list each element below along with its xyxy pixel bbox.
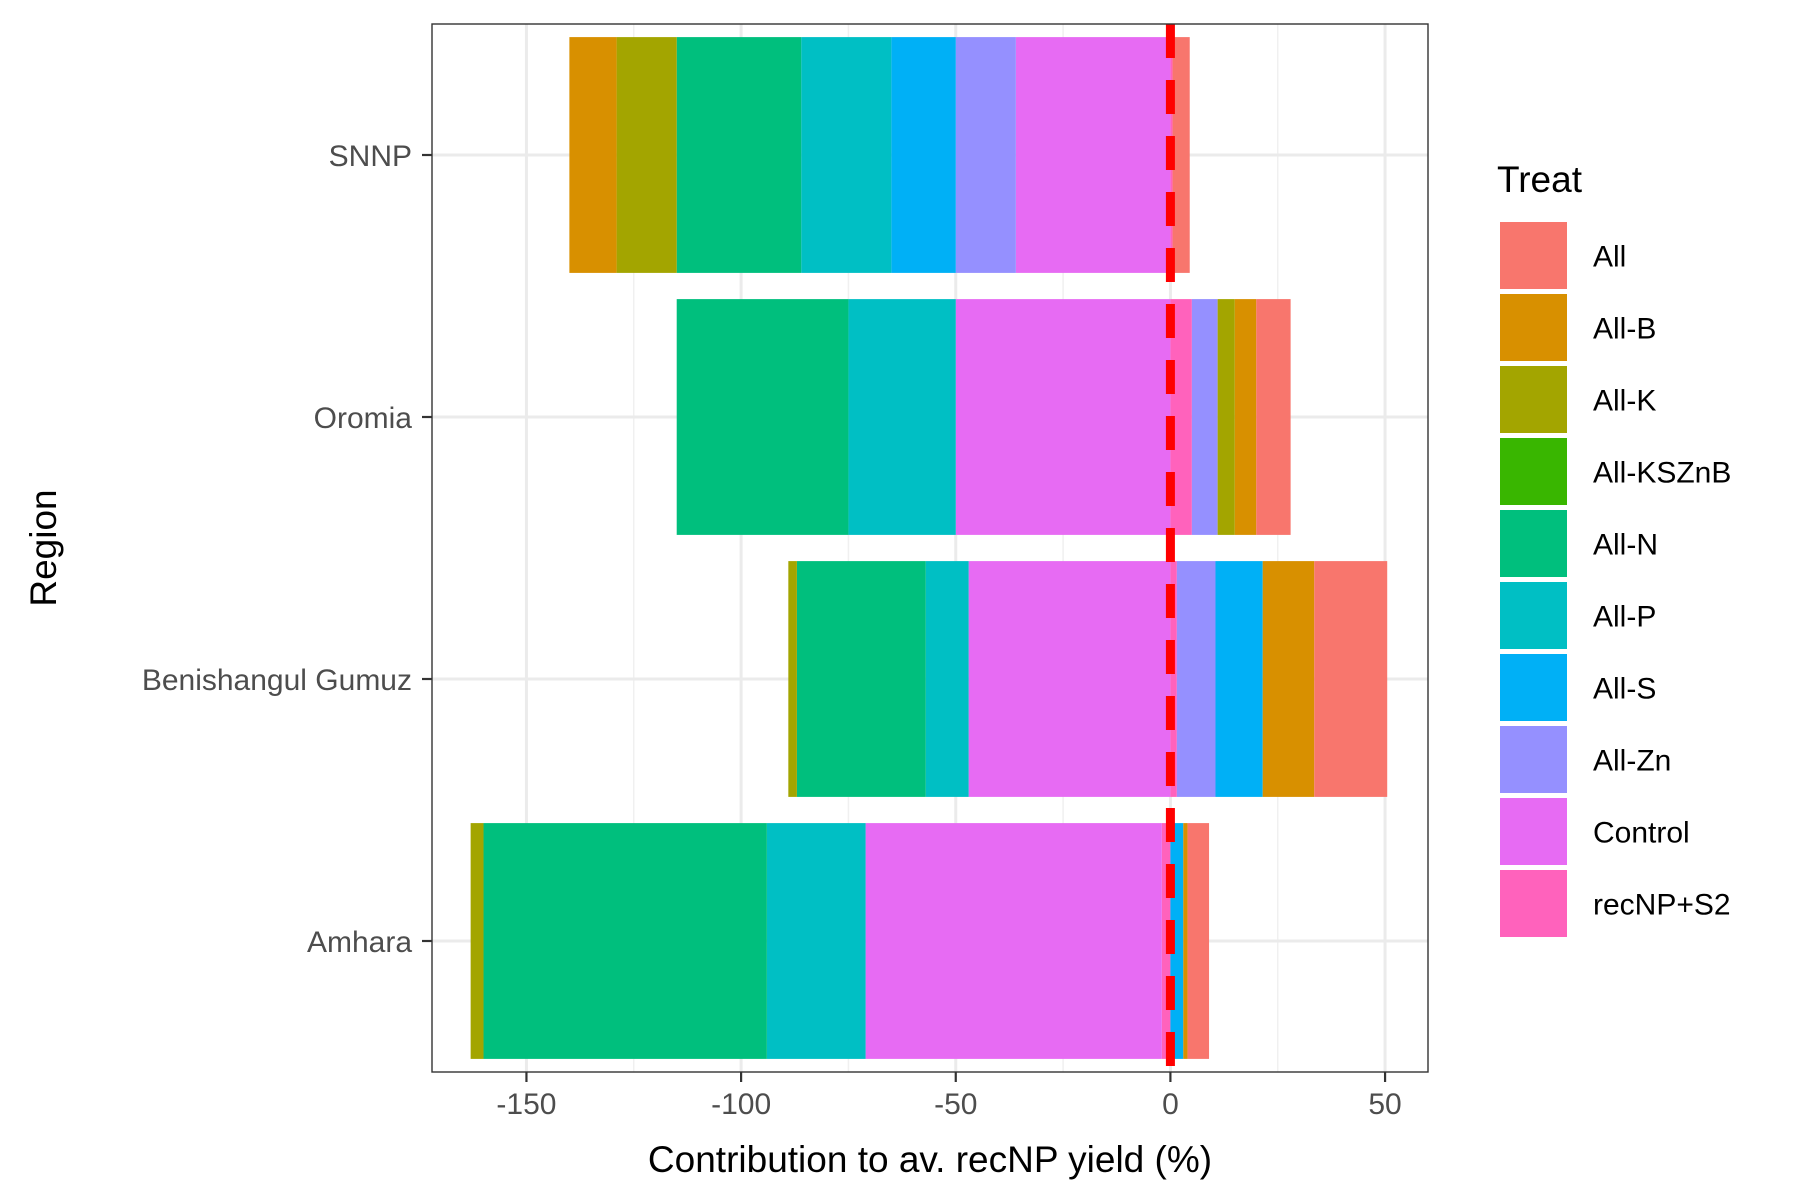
bar-All-B-Benishangul Gumuz — [1262, 561, 1315, 797]
bar-recNP+S2-Benishangul Gumuz — [1170, 561, 1177, 797]
y-axis-title: Region — [23, 489, 64, 606]
bar-Control-Oromia — [955, 299, 1171, 535]
bar-Control-Benishangul Gumuz — [968, 561, 1171, 797]
bar-All-K-Amhara — [470, 823, 484, 1059]
legend-label: All — [1593, 241, 1626, 274]
y-tick-label: SNNP — [329, 140, 412, 173]
legend-key-All-P — [1500, 582, 1567, 649]
bar-All-P-Oromia — [848, 299, 956, 535]
legend-key-All — [1500, 222, 1567, 289]
legend-label: recNP+S2 — [1593, 889, 1731, 922]
legend-label: All-K — [1593, 385, 1656, 418]
x-tick-label: -150 — [496, 1088, 556, 1121]
bar-All-N-Oromia — [676, 299, 849, 535]
legend-label: All-N — [1593, 529, 1658, 562]
bar-All-K-Oromia — [1217, 299, 1235, 535]
plot-panel-border — [431, 23, 1429, 1073]
y-tick-label: Benishangul Gumuz — [142, 664, 412, 697]
stacked-bars — [470, 37, 1388, 1059]
legend-key-All-S — [1500, 654, 1567, 721]
bar-recNP+S2-Oromia — [1170, 299, 1192, 535]
bar-All-P-Benishangul Gumuz — [925, 561, 969, 797]
x-tick-label: -100 — [711, 1088, 771, 1121]
bar-All-SNNP — [1172, 37, 1190, 273]
x-tick-label: 50 — [1368, 1088, 1401, 1121]
bar-All-N-Amhara — [483, 823, 767, 1059]
x-tick-label: 0 — [1162, 1088, 1179, 1121]
y-tick-label: Amhara — [307, 926, 412, 959]
x-tick-label: -50 — [934, 1088, 977, 1121]
bar-All-B-Amhara — [1183, 823, 1188, 1059]
bar-All-B-SNNP — [569, 37, 617, 273]
legend: Treat All All-B All-K All-KSZnB All-N All-P Al… — [1497, 159, 1731, 937]
x-axis-title: Contribution to av. recNP yield (%) — [648, 1139, 1212, 1180]
legend-key-All-N — [1500, 510, 1567, 577]
bar-All-Zn-Oromia — [1191, 299, 1218, 535]
legend-label: All-P — [1593, 601, 1656, 634]
bar-All-Amhara — [1187, 823, 1210, 1059]
legend-key-Control — [1500, 798, 1567, 865]
legend-key-All-Zn — [1500, 726, 1567, 793]
legend-label: Control — [1593, 817, 1690, 850]
bar-All-Benishangul Gumuz — [1314, 561, 1388, 797]
bar-All-S-SNNP — [891, 37, 956, 273]
legend-label: All-Zn — [1593, 745, 1671, 778]
legend-key-recNP+S2 — [1500, 870, 1567, 937]
bar-All-S-Benishangul Gumuz — [1215, 561, 1263, 797]
bar-All-K-Benishangul Gumuz — [788, 561, 797, 797]
x-axis: -150 -100 -50 0 50 — [496, 1072, 1402, 1121]
legend-key-All-K — [1500, 366, 1567, 433]
legend-label: All-B — [1593, 313, 1656, 346]
bar-All-N-SNNP — [676, 37, 802, 273]
legend-label: All-KSZnB — [1593, 457, 1731, 490]
bar-Control-SNNP — [1015, 37, 1171, 273]
bar-All-P-Amhara — [766, 823, 866, 1059]
bar-Control-Amhara — [865, 823, 1162, 1059]
bar-All-B-Oromia — [1234, 299, 1257, 535]
bar-All-Zn-SNNP — [955, 37, 1016, 273]
legend-key-All-B — [1500, 294, 1567, 361]
legend-key-All-KSZnB — [1500, 438, 1567, 505]
bar-All-N-Benishangul Gumuz — [796, 561, 926, 797]
bar-All-P-SNNP — [801, 37, 892, 273]
bar-All-Oromia — [1256, 299, 1291, 535]
y-axis: Amhara Benishangul Gumuz Oromia SNNP — [142, 140, 432, 959]
bar-All-Zn-Benishangul Gumuz — [1176, 561, 1216, 797]
y-tick-label: Oromia — [314, 402, 413, 435]
legend-title: Treat — [1497, 159, 1583, 200]
legend-label: All-S — [1593, 673, 1656, 706]
bar-All-K-SNNP — [616, 37, 677, 273]
